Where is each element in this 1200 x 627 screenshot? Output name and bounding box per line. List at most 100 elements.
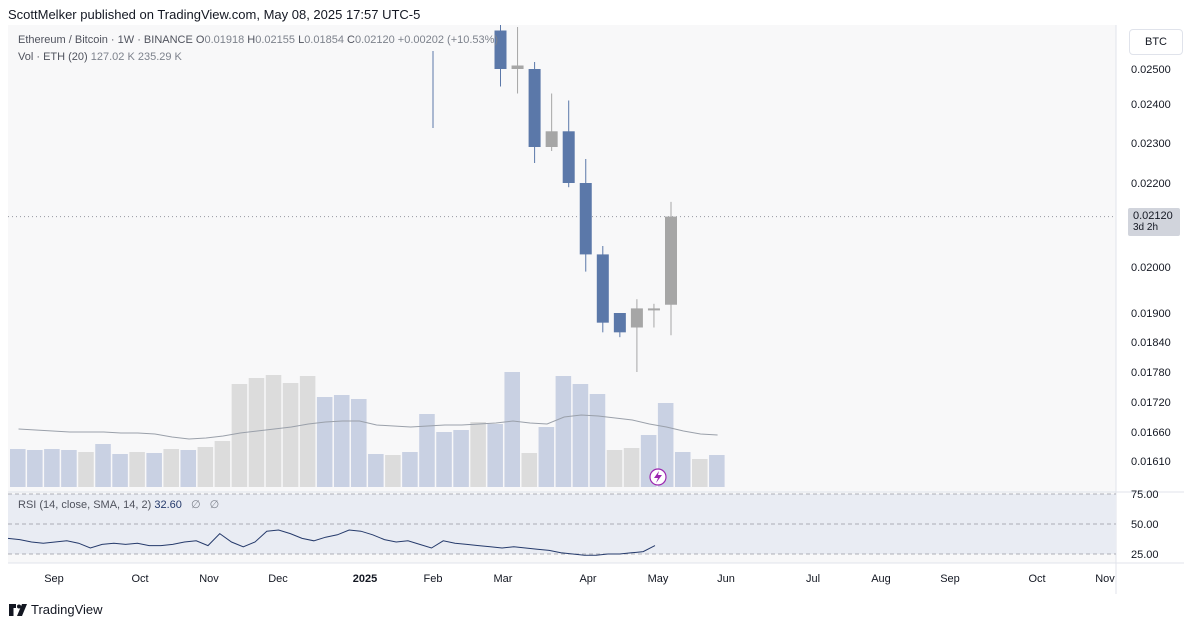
rsi-na-1: ∅ [190,499,201,511]
time-tick-label: Dec [268,573,288,585]
volume-ma-line [18,414,718,440]
price-tick-label: 0.01720 [1131,397,1171,409]
volume-label[interactable]: Vol · ETH (20) [18,51,88,63]
volume-bar [282,383,299,487]
price-tick-label: 0.01660 [1131,427,1171,439]
candle-body [613,313,626,333]
candle-body [562,131,575,183]
time-tick-label: Mar [494,573,513,585]
time-tick-label: Aug [871,573,891,585]
price-tick-label: 0.01840 [1131,337,1171,349]
price-tick-label: 0.01900 [1131,308,1171,320]
footer-brand[interactable]: TradingView [9,602,103,617]
volume-bar [214,441,231,487]
volume-bar [674,452,691,487]
time-tick-label: Nov [199,573,219,585]
volume-bar [78,452,94,487]
price-tick-label: 0.02200 [1131,178,1171,190]
time-tick-label: May [648,573,669,585]
candle-body [630,308,643,328]
volume-bar [27,450,43,487]
volume-bar [572,384,589,487]
rsi-na-2: ∅ [209,499,220,511]
volume-bar [692,459,708,487]
rsi-value: 32.60 [154,499,182,511]
footer-brand-label: TradingView [31,602,103,617]
rsi-tick-label: 75.00 [1131,489,1159,501]
last-price-tag: 0.02120 3d 2h [1128,208,1180,236]
volume-bar [316,397,333,487]
volume-bar [589,394,606,487]
volume-bar [163,449,179,487]
ohlc-change: +0.00202 (+10.53%) [397,34,499,46]
ohlc-open: O0.01918 [195,34,245,46]
rsi-legend: RSI (14, close, SMA, 14, 2) 32.60 ∅ ∅ [18,498,219,511]
chart-svg[interactable]: 0.02500 0.02400 0.02300 0.02200 0.02000 0.019… [8,25,1184,594]
volume-bar [402,452,418,487]
volume-bar [265,375,282,487]
time-tick-label: Jul [806,573,820,585]
volume-bar [385,455,401,487]
price-tick-label: 0.02300 [1131,138,1171,150]
time-tick-label: Oct [1028,573,1045,585]
currency-button[interactable]: BTC [1129,29,1183,55]
lightning-icon [654,471,662,483]
volume-bar [112,454,128,487]
time-tick-label: Sep [44,573,64,585]
volume-bar [197,447,214,487]
ohlc-close: C0.02120 [347,34,395,46]
time-tick-label: Nov [1095,573,1115,585]
candle-body [665,216,677,305]
volume-bar [436,432,452,487]
bar-countdown: 3d 2h [1133,222,1159,233]
symbol-title[interactable]: Ethereum / Bitcoin · 1W · BINANCE [18,34,193,46]
volume-legend: Vol · ETH (20) 127.02 K 235.29 K [18,51,182,63]
price-tick-label: 0.02500 [1131,64,1171,76]
chart-frame[interactable]: 0.02500 0.02400 0.02300 0.02200 0.02000 0.019… [8,25,1184,594]
publisher-header: ScottMelker published on TradingView.com… [8,7,421,22]
volume-bar [180,450,197,487]
last-price: 0.02120 [1133,210,1173,222]
time-tick-label: 2025 [353,573,377,585]
rsi-tick-label: 25.00 [1131,549,1159,561]
candle-body [511,65,524,69]
time-tick-label: Oct [131,573,148,585]
candle-body [596,254,609,323]
symbol-legend: Ethereum / Bitcoin · 1W · BINANCE O0.019… [18,34,498,46]
rsi-line [8,529,656,556]
price-tick-label: 0.01610 [1131,456,1171,468]
volume-value: 127.02 K [90,51,135,63]
volume-bar [10,449,26,487]
volume-bar [538,427,555,487]
candle-body [579,183,592,255]
volume-bar [231,384,248,487]
price-tick-label: 0.02000 [1131,262,1171,274]
volume-bar [248,378,265,487]
volume-bar [470,422,486,487]
price-tick-label: 0.01780 [1131,367,1171,379]
ohlc-low: L0.01854 [298,34,344,46]
rsi-label[interactable]: RSI (14, close, SMA, 14, 2) [18,499,152,511]
volume-bar [146,453,162,487]
candle-body [528,69,541,147]
volume-bar [453,430,469,487]
volume-bar [95,444,111,487]
candle-body [545,131,558,147]
volume-bar [368,454,384,487]
volume-bar [623,448,640,487]
volume-ma-value: 235.29 K [137,51,182,63]
rsi-tick-label: 50.00 [1131,519,1159,531]
ohlc-high: H0.02155 [247,34,295,46]
candle-body [647,308,660,311]
volume-bar [419,414,435,487]
candle-body [494,30,507,69]
volume-bar [555,376,572,487]
volume-bar [606,450,623,487]
volume-bar [521,453,538,487]
time-tick-label: Feb [424,573,443,585]
volume-bar [44,449,60,487]
volume-bar [61,450,77,487]
volume-bar [487,424,503,487]
volume-bar [657,403,674,487]
volume-bar [504,372,520,487]
